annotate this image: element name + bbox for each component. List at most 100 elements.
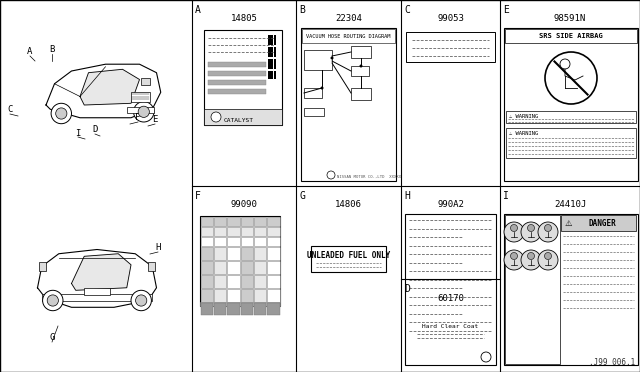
Polygon shape	[38, 250, 157, 307]
Text: UNLEADED FUEL ONLY: UNLEADED FUEL ONLY	[307, 250, 390, 260]
Bar	[208, 89, 266, 94]
Text: Hard Clear Coat: Hard Clear Coat	[422, 324, 479, 329]
Bar	[254, 227, 266, 235]
Text: A: A	[195, 5, 201, 15]
Polygon shape	[80, 69, 140, 105]
Bar	[42, 294, 152, 301]
Bar	[405, 214, 496, 365]
Bar	[241, 275, 253, 288]
Text: H: H	[156, 244, 161, 253]
Bar	[200, 260, 213, 273]
Bar	[274, 41, 276, 45]
Text: 99053: 99053	[437, 14, 464, 23]
Circle shape	[321, 87, 323, 90]
Bar	[506, 111, 636, 123]
Text: B: B	[299, 5, 305, 15]
Circle shape	[211, 112, 221, 122]
Bar	[504, 214, 638, 365]
Bar	[267, 237, 280, 246]
Bar	[505, 29, 637, 43]
Bar	[304, 88, 322, 98]
Text: G: G	[49, 334, 54, 343]
Bar	[267, 275, 280, 288]
Bar	[200, 216, 280, 306]
Circle shape	[134, 102, 154, 122]
Bar	[304, 50, 332, 70]
Bar	[267, 247, 280, 260]
Bar	[241, 247, 253, 260]
Bar	[227, 217, 239, 225]
Circle shape	[511, 224, 518, 231]
Text: I: I	[503, 191, 509, 201]
Text: CATALYST: CATALYST	[224, 118, 254, 122]
Circle shape	[327, 171, 335, 179]
Text: SRS SIDE AIRBAG: SRS SIDE AIRBAG	[539, 33, 603, 39]
Text: 22304: 22304	[335, 14, 362, 23]
Circle shape	[504, 222, 524, 242]
Text: 14806: 14806	[335, 200, 362, 209]
Text: ⚠ WARNING: ⚠ WARNING	[509, 114, 538, 119]
Text: 98591N: 98591N	[554, 14, 586, 23]
Circle shape	[56, 108, 67, 119]
Bar	[127, 107, 154, 113]
Bar	[268, 41, 273, 45]
Circle shape	[521, 250, 541, 270]
Circle shape	[538, 250, 558, 270]
Text: 14805: 14805	[230, 14, 257, 23]
Circle shape	[47, 295, 58, 306]
Bar	[268, 59, 273, 67]
Bar	[301, 28, 396, 181]
Text: A: A	[28, 48, 33, 57]
Bar	[200, 289, 213, 301]
Bar	[214, 237, 226, 246]
Bar	[141, 78, 150, 84]
Circle shape	[131, 290, 152, 311]
Bar	[241, 237, 253, 246]
Bar	[268, 53, 273, 57]
Circle shape	[511, 253, 518, 260]
Bar	[208, 71, 266, 76]
Bar	[200, 227, 213, 235]
Bar	[131, 92, 150, 102]
Bar	[506, 128, 636, 158]
Bar	[267, 303, 280, 315]
Bar	[208, 62, 266, 67]
Text: NISSAN MOTOR CO.,LTD  XXXXX: NISSAN MOTOR CO.,LTD XXXXX	[337, 175, 401, 179]
Polygon shape	[72, 254, 131, 290]
Bar	[200, 302, 280, 306]
Bar	[227, 303, 239, 315]
Circle shape	[43, 290, 63, 311]
Bar	[200, 303, 213, 315]
Bar	[204, 109, 282, 125]
Bar	[241, 227, 253, 235]
Bar	[214, 227, 226, 235]
Text: .J99 006.1: .J99 006.1	[589, 358, 635, 367]
Text: DANGER: DANGER	[589, 218, 616, 228]
Bar	[274, 59, 276, 67]
Bar	[214, 247, 226, 260]
Bar	[413, 314, 488, 342]
Polygon shape	[46, 64, 161, 118]
Bar	[304, 108, 324, 116]
Circle shape	[538, 222, 558, 242]
Bar	[254, 275, 266, 288]
Text: H: H	[404, 191, 410, 201]
Bar	[561, 215, 636, 231]
Bar	[267, 260, 280, 273]
Circle shape	[545, 52, 597, 104]
Text: 99090: 99090	[230, 200, 257, 209]
Bar	[214, 303, 226, 315]
Bar	[274, 35, 276, 43]
Text: 60170: 60170	[437, 294, 464, 303]
Bar	[274, 71, 276, 79]
Bar	[227, 237, 239, 246]
Bar	[214, 217, 226, 225]
Text: C: C	[404, 5, 410, 15]
Text: F: F	[195, 191, 201, 201]
Bar	[351, 66, 369, 76]
Text: C: C	[7, 106, 13, 115]
Circle shape	[51, 103, 72, 124]
Bar	[351, 88, 371, 100]
Circle shape	[521, 222, 541, 242]
Text: G: G	[299, 191, 305, 201]
